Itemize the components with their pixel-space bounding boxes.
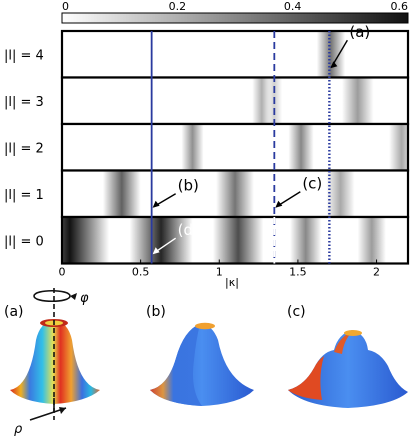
heatmap-band	[288, 124, 314, 171]
x-tick-label: 2	[373, 266, 380, 279]
surface-c-inner-edge	[334, 332, 352, 354]
row-background	[62, 31, 408, 78]
surface-b-edge	[150, 324, 202, 406]
x-tick-label: 1	[216, 266, 223, 279]
heatmap	[60, 29, 410, 265]
colorbar-tick-label: 0.2	[169, 0, 187, 13]
x-tick-label: 1.5	[289, 266, 307, 279]
rotation-arrowhead	[70, 293, 77, 300]
panel-a: (a) φ ρ	[4, 288, 100, 437]
annotation-label: (a)	[349, 23, 370, 41]
colorbar-tick-label: 0.6	[391, 0, 409, 13]
surface-c-top	[344, 330, 362, 336]
heatmap-row	[60, 29, 410, 79]
rho-symbol: ρ	[14, 422, 23, 437]
phi-symbol: φ	[80, 291, 89, 306]
row-labels: |l| = 4 |l| = 3 |l| = 2 |l| = 1 |l| = 0	[4, 48, 44, 249]
heatmap-band	[326, 170, 355, 217]
row-label: |l| = 2	[4, 141, 44, 156]
annotation-arrowhead	[152, 200, 160, 208]
heatmap-row	[60, 215, 410, 265]
heatmap-band	[212, 217, 264, 264]
vortex-surface	[10, 320, 100, 404]
heatmap-band	[316, 31, 346, 78]
colorbar-gradient	[61, 12, 409, 24]
heatmap-band	[389, 124, 408, 171]
heatmap-band	[181, 124, 204, 171]
marker-lines	[150, 31, 331, 264]
panel-b: (b)	[146, 304, 254, 406]
annotation-label: (d)	[178, 221, 199, 239]
row-label: |l| = 4	[4, 48, 44, 63]
colorbar: 0 0.2 0.4 0.6	[61, 0, 409, 24]
panel-c: (c)	[287, 304, 408, 408]
rotation-arrow	[33, 289, 71, 303]
row-label: |l| = 3	[4, 95, 44, 110]
surface-c-edge	[288, 356, 324, 400]
annotation-arrowhead	[275, 200, 283, 208]
heatmap-row	[60, 76, 410, 126]
surface-b-top	[195, 322, 215, 330]
heatmap-row	[60, 169, 410, 219]
x-tick-label: 0.5	[132, 266, 150, 279]
heatmap-band	[341, 77, 374, 124]
annotation-label: (c)	[302, 175, 322, 193]
panel-a-label: (a)	[4, 304, 24, 320]
x-tick-label: 0	[59, 266, 66, 279]
x-axis: |κ| 0 0.5 1 1.5 2	[59, 259, 380, 289]
heatmap-band	[290, 217, 322, 264]
row-label: |l| = 0	[4, 234, 44, 249]
heatmap-band	[357, 217, 386, 264]
colorbar-tick-label: 0.4	[284, 0, 302, 13]
row-label: |l| = 1	[4, 188, 44, 203]
x-axis-label: |κ|	[225, 276, 239, 289]
colorbar-tick-label: 0	[62, 0, 69, 13]
annotation-arrowhead	[152, 247, 160, 255]
annotation-arrowhead	[330, 61, 338, 69]
rho-arrowhead	[59, 407, 66, 414]
annotation-label: (b)	[178, 177, 199, 195]
row-frame	[60, 215, 410, 265]
heatmap-band	[102, 170, 141, 217]
panel-b-label: (b)	[146, 304, 166, 320]
heatmap-band	[216, 170, 254, 217]
panel-c-label: (c)	[287, 304, 306, 320]
heatmap-row	[60, 122, 410, 172]
heatmap-band	[129, 217, 193, 264]
heatmap-band	[62, 217, 110, 264]
row-background	[62, 124, 408, 171]
annotations: (a) (b) (c) (d)	[152, 23, 370, 255]
